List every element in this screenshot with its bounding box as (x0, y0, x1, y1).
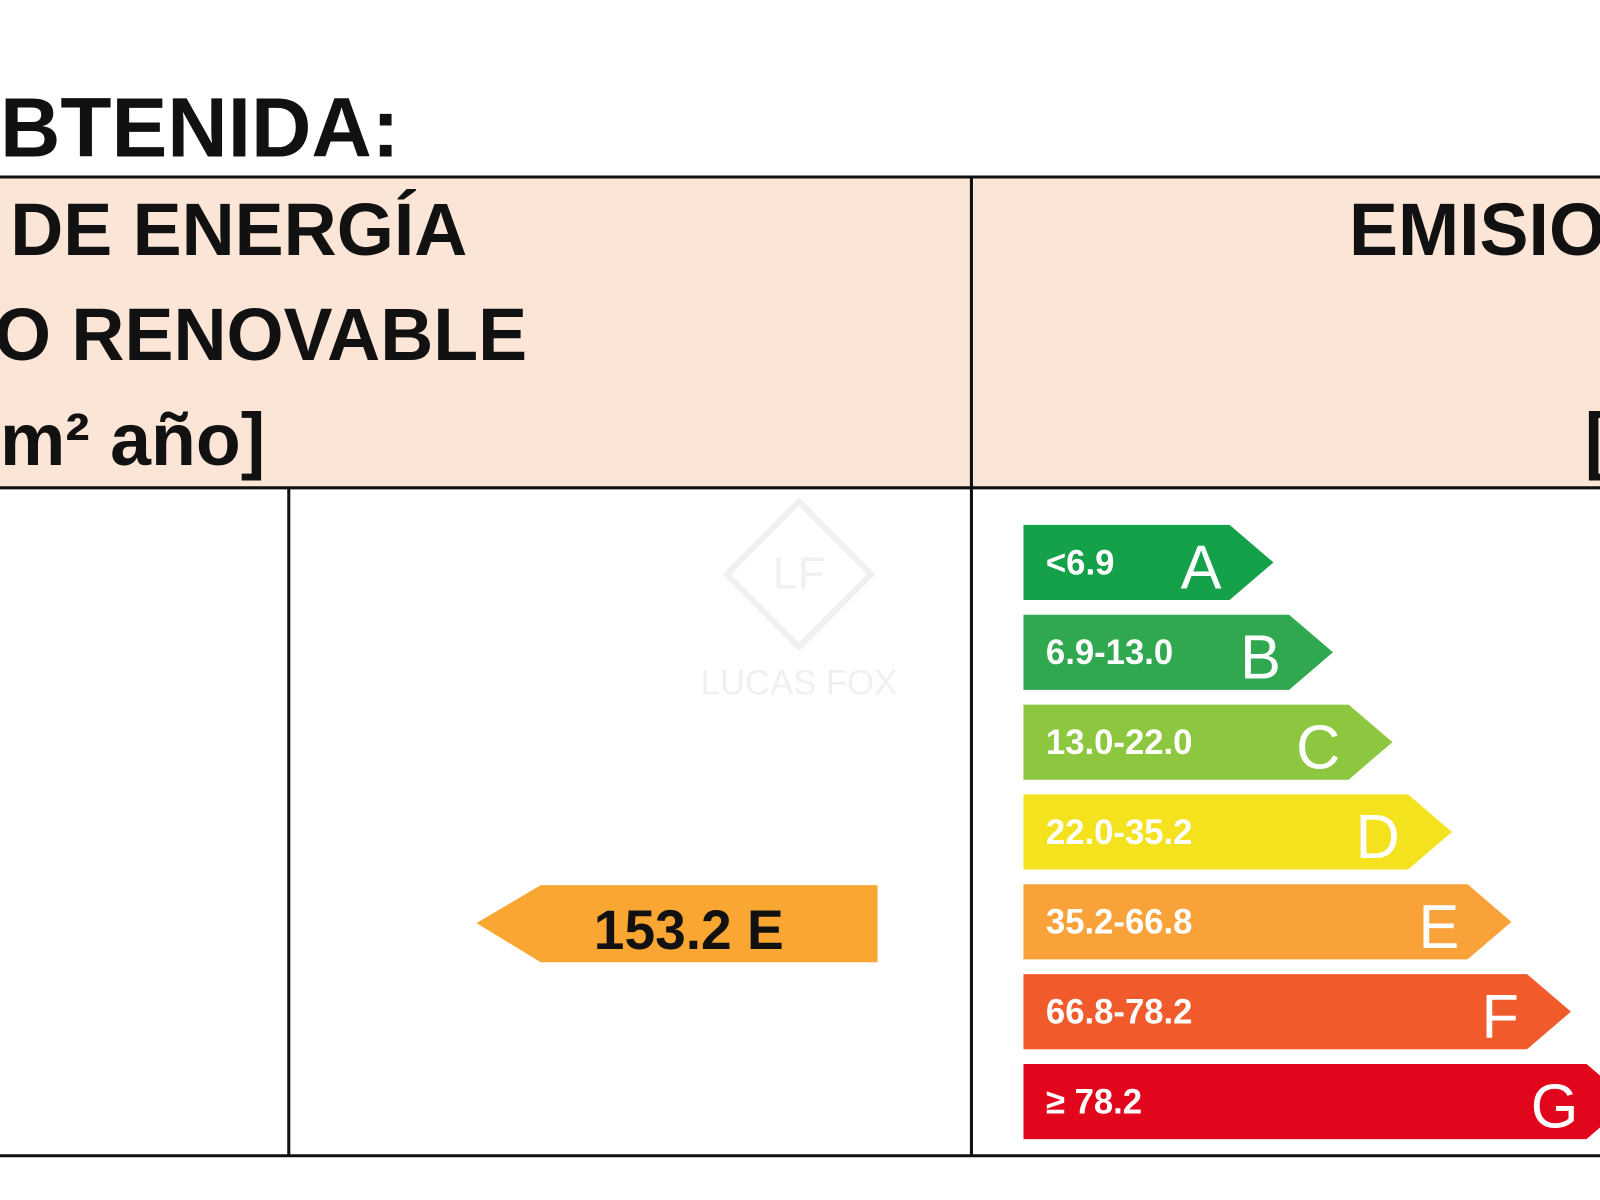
rating-band (1023, 974, 1571, 1050)
rating-band (1023, 1063, 1600, 1140)
band-letter: B (1240, 623, 1281, 692)
rating-band (1023, 884, 1512, 960)
header-band (0, 177, 1600, 488)
left-heading: O RENOVABLE (0, 293, 527, 376)
rating-band (1023, 524, 1274, 600)
rating-indicator (476, 885, 878, 963)
rating-band (1023, 614, 1333, 690)
band-range: 35.2-66.8 (1046, 903, 1193, 942)
watermark-diamond (722, 497, 876, 652)
band-range: ≥ 78.2 (1046, 1082, 1142, 1121)
band-range: 22.0-35.2 (1046, 813, 1193, 852)
band-range: 6.9-13.0 (1046, 633, 1173, 672)
band-range: <6.9 (1046, 543, 1114, 582)
watermark: LF LUCAS FOX (701, 497, 898, 703)
band-letter: D (1356, 803, 1400, 872)
rating-band (1023, 794, 1452, 870)
watermark-brand: LUCAS FOX (701, 664, 898, 703)
band-letter: C (1296, 713, 1340, 782)
indicator-label: 153.2 E (594, 899, 784, 961)
band-range: 13.0-22.0 (1046, 723, 1193, 762)
band-letter: E (1419, 893, 1460, 962)
right-heading: [ (1585, 398, 1600, 481)
left-heading: DE ENERGÍA (10, 188, 467, 271)
right-heading: EMISIO (1349, 188, 1600, 271)
table-lines (0, 175, 1600, 1158)
band-letter: A (1181, 533, 1222, 602)
rating-scale: <6.9 A6.9-13.0 B 13.0-22.0 C 22.0-35.2 D 35.2-6… (1023, 524, 1600, 1142)
watermark-logo: LF (773, 548, 825, 599)
band-letter: F (1481, 983, 1518, 1052)
title: BTENIDA: (0, 80, 400, 174)
band-range: 66.8-78.2 (1046, 992, 1193, 1031)
left-heading: m² año] (0, 398, 265, 481)
rating-band (1023, 704, 1393, 780)
band-letter: G (1531, 1073, 1579, 1142)
